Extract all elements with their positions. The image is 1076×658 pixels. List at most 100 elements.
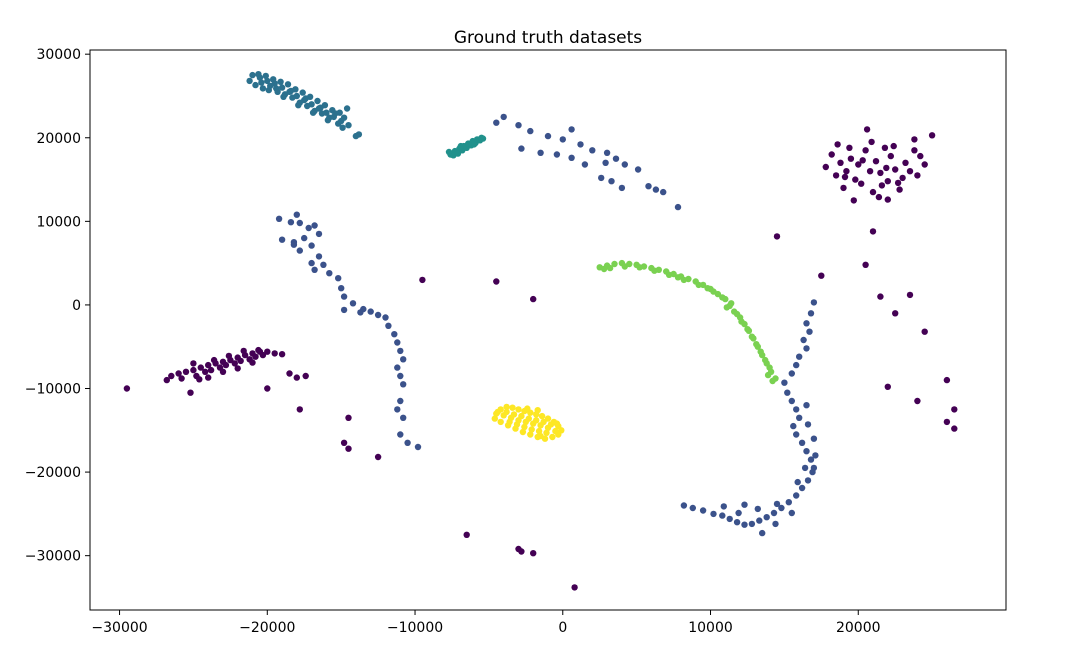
scatter-point-series-0-62 — [943, 376, 951, 384]
scatter-point-series-1-19 — [621, 161, 628, 168]
scatter-point-series-0-96 — [917, 152, 924, 160]
scatter-point-series-0-78 — [852, 176, 859, 183]
scatter-point-series-0-63 — [951, 406, 958, 413]
scatter-point-series-4-29 — [606, 264, 614, 272]
scatter-point-series-2-45 — [280, 93, 287, 101]
scatter-point-series-0-81 — [862, 147, 869, 154]
scatter-point-series-2-30 — [284, 81, 292, 88]
scatter-point-series-3-18 — [479, 135, 487, 142]
scatter-point-series-4-41 — [744, 326, 751, 333]
scatter-point-series-1-13 — [581, 161, 589, 168]
scatter-point-series-1-68 — [810, 299, 818, 306]
scatter-point-series-1-83 — [793, 431, 800, 438]
scatter-point-series-4-43 — [753, 341, 760, 348]
scatter-point-series-0-65 — [951, 425, 958, 432]
scatter-point-series-0-75 — [840, 184, 847, 192]
scatter-point-series-2-41 — [302, 95, 309, 102]
scatter-point-series-0-89 — [892, 166, 899, 173]
y-tick-label: −10000 — [25, 382, 81, 398]
x-tick-label: 20000 — [836, 620, 881, 636]
scatter-point-series-0-76 — [843, 168, 850, 175]
scatter-point-series-0-57 — [892, 310, 899, 317]
scatter-point-series-1-52 — [397, 372, 404, 380]
scatter-point-series-2-32 — [299, 89, 306, 96]
scatter-point-series-1-111 — [772, 520, 779, 528]
scatter-point-series-0-41 — [286, 370, 293, 377]
scatter-point-series-5-32 — [518, 412, 525, 420]
scatter-point-series-1-103 — [798, 484, 806, 492]
scatter-point-series-1-55 — [394, 406, 401, 413]
scatter-point-series-1-75 — [793, 361, 800, 369]
scatter-point-series-5-46 — [537, 432, 544, 440]
scatter-point-series-4-47 — [764, 371, 772, 379]
scatter-point-series-0-102 — [850, 197, 857, 204]
scatter-point-series-5-44 — [494, 408, 501, 416]
scatter-point-series-0-109 — [859, 157, 866, 164]
scatter-point-series-0-110 — [841, 173, 849, 181]
scatter-point-series-0-34 — [210, 356, 218, 364]
scatter-point-series-0-30 — [219, 368, 227, 375]
scatter-point-series-5-36 — [547, 421, 555, 428]
scatter-point-series-0-42 — [293, 374, 300, 381]
scatter-point-series-1-91 — [710, 510, 717, 518]
scatter-point-series-2-27 — [262, 72, 269, 80]
scatter-point-series-1-24 — [674, 203, 682, 211]
scatter-point-series-1-62 — [278, 236, 286, 243]
scatter-point-series-1-93 — [726, 515, 733, 523]
scatter-point-series-2-51 — [339, 124, 346, 131]
scatter-point-series-0-55 — [869, 228, 877, 235]
scatter-point-series-1-27 — [296, 219, 303, 227]
scatter-point-series-2-44 — [265, 86, 272, 94]
scatter-point-series-5-41 — [535, 427, 543, 435]
y-tick-label: 0 — [72, 298, 81, 314]
scatter-point-series-1-51 — [394, 364, 401, 371]
scatter-point-series-1-16 — [612, 155, 620, 162]
scatter-point-series-0-31 — [234, 365, 241, 372]
scatter-point-series-3-15 — [445, 148, 453, 156]
scatter-point-series-1-22 — [652, 186, 660, 193]
scatter-point-series-0-35 — [225, 352, 233, 360]
scatter-point-series-2-53 — [352, 132, 360, 140]
scatter-point-series-0-90 — [896, 186, 903, 193]
scatter-point-series-1-26 — [293, 211, 300, 218]
scatter-point-series-1-50 — [400, 356, 407, 363]
scatter-point-series-0-97 — [921, 161, 928, 168]
scatter-point-series-0-91 — [899, 174, 906, 182]
scatter-point-series-1-108 — [741, 501, 748, 508]
scatter-point-series-0-103 — [875, 193, 883, 201]
scatter-point-series-4-14 — [699, 281, 707, 289]
scatter-point-series-5-48 — [534, 407, 541, 414]
scatter-point-series-2-2 — [264, 77, 271, 85]
scatter-point-series-1-45 — [382, 314, 389, 321]
scatter-point-series-1-99 — [770, 509, 778, 517]
scatter-point-series-4-37 — [719, 294, 726, 301]
scatter-point-series-1-63 — [287, 219, 295, 226]
scatter-point-series-0-83 — [869, 188, 877, 196]
scatter-point-series-1-6 — [568, 126, 575, 133]
scatter-point-series-0-32 — [249, 359, 256, 366]
scatter-point-series-1-17 — [608, 178, 615, 185]
scatter-point-series-0-51 — [530, 295, 537, 303]
scatter-point-series-5-22 — [491, 415, 498, 422]
scatter-point-series-2-13 — [345, 122, 352, 129]
scatter-point-series-1-94 — [733, 519, 741, 526]
scatter-point-series-5-43 — [553, 420, 561, 427]
scatter-point-series-2-46 — [295, 102, 302, 109]
scatter-point-series-0-85 — [877, 169, 884, 177]
scatter-point-series-1-2 — [515, 122, 522, 129]
scatter-point-series-0-86 — [881, 144, 889, 151]
scatter-point-series-1-11 — [553, 151, 561, 158]
scatter-point-series-1-104 — [804, 477, 812, 484]
scatter-point-series-4-33 — [665, 271, 673, 278]
scatter-point-series-0-66 — [463, 531, 470, 538]
scatter-point-series-0-69 — [530, 550, 537, 557]
scatter-point-series-1-82 — [790, 422, 797, 430]
scatter-point-series-1-25 — [603, 149, 611, 156]
scatter-point-series-0-19 — [207, 366, 215, 374]
scatter-point-series-1-49 — [397, 347, 404, 355]
scatter-point-series-1-31 — [301, 234, 308, 242]
scatter-point-series-0-72 — [828, 151, 835, 158]
scatter-point-series-0-70 — [571, 584, 578, 591]
